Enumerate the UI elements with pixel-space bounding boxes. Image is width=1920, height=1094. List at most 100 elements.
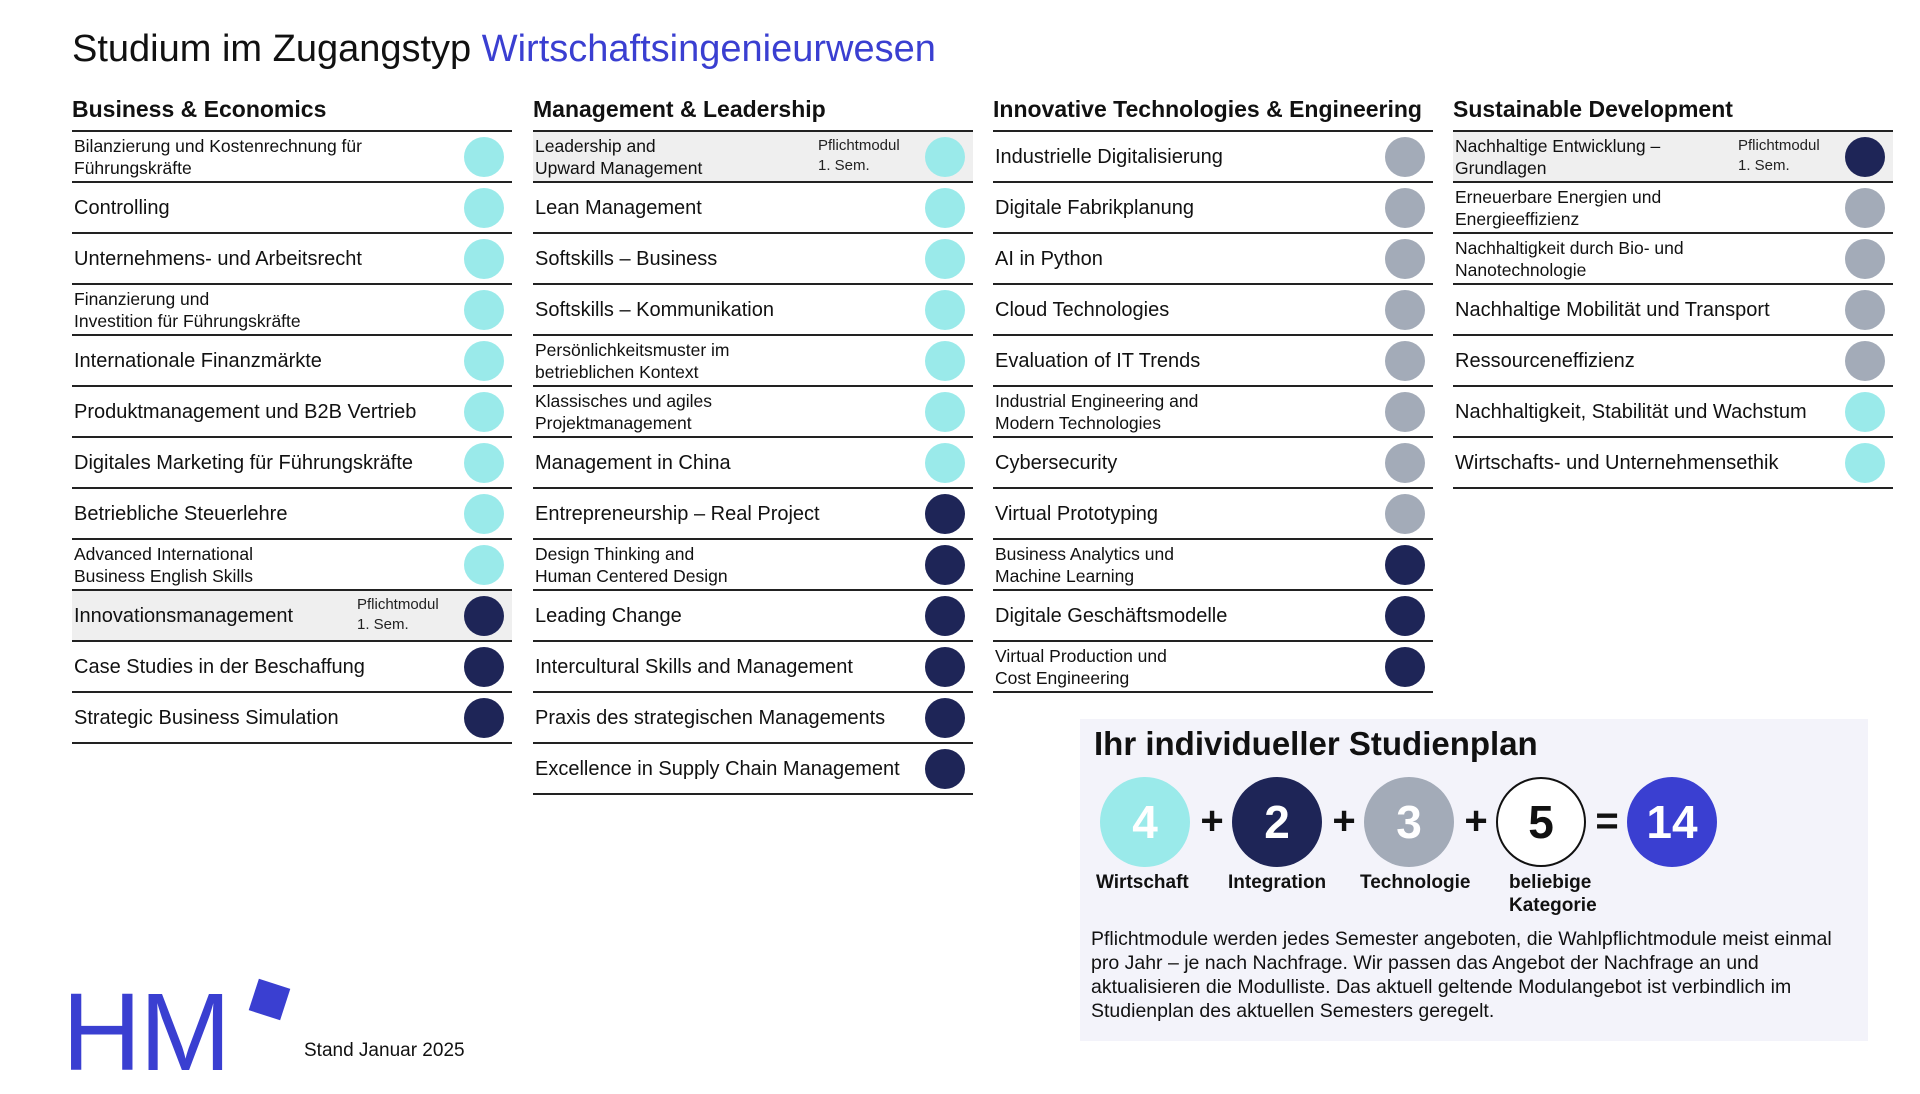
- category-dot-technologie: [1845, 289, 1885, 330]
- module-row: Management in China: [533, 438, 973, 489]
- module-name: Innovationsmanagement: [74, 604, 294, 627]
- category-dot-integration: [1385, 595, 1425, 636]
- technologie-label: Technologie: [1360, 872, 1471, 893]
- module-row: Excellence in Supply Chain Management: [533, 744, 973, 795]
- column-heading: Sustainable Development: [1453, 96, 1733, 122]
- module-name: Digitales Marketing für Führungskräfte: [74, 451, 414, 474]
- module-row: Design Thinking and Human Centered Desig…: [533, 540, 973, 591]
- category-dot-integration: [1385, 544, 1425, 585]
- module-name: Nachhaltige Entwicklung – Grundlagen: [1455, 135, 1661, 178]
- beliebige-count: 5: [1528, 796, 1554, 848]
- category-dot-wirtschaft: [464, 544, 504, 585]
- module-name: Leadership and Upward Management: [535, 135, 703, 178]
- technologie-count-circle: 3: [1364, 777, 1454, 867]
- module-row: Evaluation of IT Trends: [993, 336, 1433, 387]
- category-dot-wirtschaft: [925, 391, 965, 432]
- total-count-circle: 14: [1627, 777, 1717, 867]
- module-name: Softskills – Kommunikation: [535, 298, 774, 321]
- logo-square-mark: [248, 978, 291, 1021]
- integration-count-circle: 2: [1232, 777, 1322, 867]
- module-name: Management in China: [535, 451, 731, 474]
- module-name: Ressourceneffizienz: [1455, 349, 1635, 372]
- beliebige-kategorie-label: beliebige Kategorie: [1509, 872, 1597, 916]
- stand-date: Stand Januar 2025: [304, 1040, 465, 1061]
- category-dot-integration: [925, 697, 965, 738]
- category-dot-integration: [925, 493, 965, 534]
- integration-count: 2: [1264, 796, 1290, 848]
- study-plan-note: Pflichtmodule werden jedes Semester ange…: [1091, 928, 1832, 1022]
- category-dot-technologie: [1385, 238, 1425, 279]
- module-row: Wirtschafts- und Unternehmensethik: [1453, 438, 1893, 489]
- module-row: Industrial Engineering and Modern Techno…: [993, 387, 1433, 438]
- module-row: Softskills – Kommunikation: [533, 285, 973, 336]
- module-name: Virtual Production und Cost Engineering: [995, 645, 1167, 688]
- category-dot-integration: [925, 646, 965, 687]
- module-name: AI in Python: [995, 247, 1103, 270]
- category-dot-technologie: [1845, 187, 1885, 228]
- column-sustainable-development: Sustainable Development Nachhaltige Entw…: [1453, 94, 1893, 489]
- category-dot-wirtschaft: [1845, 442, 1885, 483]
- plus-sign: +: [1464, 799, 1488, 843]
- module-row: Strategic Business Simulation: [72, 693, 512, 744]
- module-row: Digitale Fabrikplanung: [993, 183, 1433, 234]
- module-name: Klassisches und agiles Projektmanagement: [535, 390, 713, 433]
- module-name: Advanced International Business English …: [74, 543, 254, 586]
- module-name: Nachhaltigkeit, Stabilität und Wachstum: [1455, 400, 1807, 423]
- module-row: Leadership and Upward Management Pflichtm…: [533, 132, 973, 183]
- title-prefix: Studium im Zugangstyp: [72, 28, 472, 70]
- module-row: Praxis des strategischen Managements: [533, 693, 973, 744]
- module-name: Cybersecurity: [995, 451, 1118, 474]
- category-dot-wirtschaft: [464, 493, 504, 534]
- module-row: Virtual Prototyping: [993, 489, 1433, 540]
- module-list: Bilanzierung und Kostenrechnung für Führ…: [72, 130, 512, 744]
- beliebige-count-circle: 5: [1496, 777, 1586, 867]
- category-dot-wirtschaft: [464, 442, 504, 483]
- equals-sign: =: [1595, 799, 1619, 843]
- category-dot-integration: [925, 748, 965, 789]
- category-dot-wirtschaft: [464, 187, 504, 228]
- module-row: Cybersecurity: [993, 438, 1433, 489]
- logo-letters: HM: [62, 971, 231, 1094]
- module-row: Produktmanagement und B2B Vertrieb: [72, 387, 512, 438]
- module-row: AI in Python: [993, 234, 1433, 285]
- module-name: Digitale Fabrikplanung: [995, 196, 1195, 219]
- technologie-count: 3: [1396, 796, 1422, 848]
- category-dot-technologie: [1385, 136, 1425, 177]
- category-dot-wirtschaft: [925, 136, 965, 177]
- category-dot-integration: [464, 697, 504, 738]
- pflichtmodul-tag: Pflichtmodul 1. Sem.: [818, 137, 900, 174]
- module-name: Industrielle Digitalisierung: [995, 145, 1223, 168]
- wirtschaft-count: 4: [1132, 796, 1158, 848]
- category-dot-wirtschaft: [1845, 391, 1885, 432]
- module-name: Wirtschafts- und Unternehmensethik: [1455, 451, 1779, 474]
- category-dot-integration: [925, 595, 965, 636]
- category-dot-wirtschaft: [925, 442, 965, 483]
- module-name: Industrial Engineering and Modern Techno…: [995, 390, 1199, 433]
- category-dot-technologie: [1385, 340, 1425, 381]
- title-highlight: Wirtschaftsingenieurwesen: [481, 28, 936, 70]
- category-dot-technologie: [1845, 340, 1885, 381]
- module-row: Bilanzierung und Kostenrechnung für Führ…: [72, 132, 512, 183]
- module-name: Bilanzierung und Kostenrechnung für Führ…: [74, 135, 362, 178]
- module-name: Cloud Technologies: [995, 298, 1170, 321]
- hm-logo: HM: [62, 971, 291, 1094]
- module-name: Business Analytics und Machine Learning: [995, 543, 1174, 586]
- module-row: Case Studies in der Beschaffung: [72, 642, 512, 693]
- study-plan-box: Ihr individueller Studienplan 4 + 2 + 3 …: [1080, 719, 1868, 1041]
- category-dot-technologie: [1845, 238, 1885, 279]
- column-heading: Business & Economics: [72, 96, 327, 122]
- module-name: Unternehmens- und Arbeitsrecht: [74, 247, 362, 270]
- module-row: Nachhaltige Mobilität und Transport: [1453, 285, 1893, 336]
- category-dot-wirtschaft: [925, 340, 965, 381]
- module-row: Industrielle Digitalisierung: [993, 132, 1433, 183]
- wirtschaft-count-circle: 4: [1100, 777, 1190, 867]
- category-dot-wirtschaft: [464, 289, 504, 330]
- wirtschaft-label: Wirtschaft: [1096, 872, 1189, 893]
- module-row: Betriebliche Steuerlehre: [72, 489, 512, 540]
- module-name: Evaluation of IT Trends: [995, 349, 1201, 372]
- module-name: Softskills – Business: [535, 247, 718, 270]
- module-row: Virtual Production und Cost Engineering: [993, 642, 1433, 693]
- module-name: Nachhaltige Mobilität und Transport: [1455, 298, 1770, 321]
- integration-label: Integration: [1228, 872, 1327, 893]
- category-dot-technologie: [1385, 442, 1425, 483]
